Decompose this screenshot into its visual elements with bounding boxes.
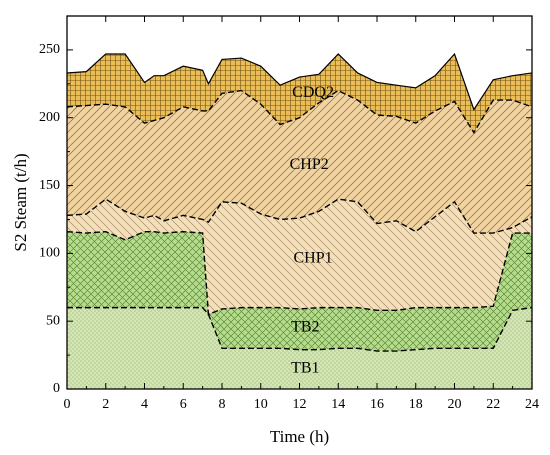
x-tick-label: 8 bbox=[219, 397, 226, 412]
boundary-chp1 bbox=[66, 198, 533, 234]
x-axis-title: Time (h) bbox=[270, 427, 329, 446]
area-chp1 bbox=[67, 199, 532, 315]
boundary-cdq2 bbox=[66, 52, 533, 111]
y-tick-label: 50 bbox=[46, 313, 60, 328]
y-tick-label: 200 bbox=[39, 110, 60, 125]
y-tick-label: 0 bbox=[53, 381, 60, 396]
region-labels: CDQ2 CHP2 CHP1 TB2 TB1 bbox=[290, 84, 334, 376]
boundary-tb2 bbox=[66, 230, 532, 316]
x-tick-label: 20 bbox=[448, 397, 462, 412]
region-label-tb1: TB1 bbox=[291, 359, 319, 376]
region-label-chp2: CHP2 bbox=[290, 156, 329, 173]
region-label-chp1: CHP1 bbox=[294, 249, 333, 266]
y-tick-label: 100 bbox=[39, 246, 60, 261]
area-tb1 bbox=[67, 307, 532, 389]
area-tb2 bbox=[67, 231, 532, 352]
x-tick-label: 14 bbox=[331, 397, 345, 412]
x-tick-label: 22 bbox=[486, 397, 500, 412]
boundary-tb1 bbox=[67, 306, 533, 352]
area-layers bbox=[67, 53, 532, 389]
x-tick-label: 4 bbox=[141, 397, 148, 412]
region-label-tb2: TB2 bbox=[291, 319, 319, 336]
x-tick-label: 16 bbox=[370, 397, 384, 412]
y-tick-label: 250 bbox=[39, 42, 60, 57]
x-tick-label: 10 bbox=[254, 397, 268, 412]
boundary-chp2 bbox=[66, 89, 533, 134]
y-tick-label: 150 bbox=[39, 178, 60, 193]
y-axis-title: S2 Steam (t/h) bbox=[11, 153, 30, 251]
area-cdq2 bbox=[67, 53, 532, 133]
x-tick-label: 0 bbox=[64, 397, 71, 412]
region-label-cdq2: CDQ2 bbox=[292, 84, 334, 101]
x-tick-label: 18 bbox=[409, 397, 423, 412]
boundary-lines bbox=[66, 52, 533, 352]
x-tick-label: 24 bbox=[525, 397, 539, 412]
axes: 0 2 4 6 8 10 12 14 16 18 20 22 24050100150200250Time… bbox=[11, 15, 539, 446]
x-tick-label: 12 bbox=[293, 397, 307, 412]
area-chp2 bbox=[67, 90, 532, 234]
x-tick-label: 6 bbox=[180, 397, 187, 412]
x-tick-label: 2 bbox=[102, 397, 109, 412]
